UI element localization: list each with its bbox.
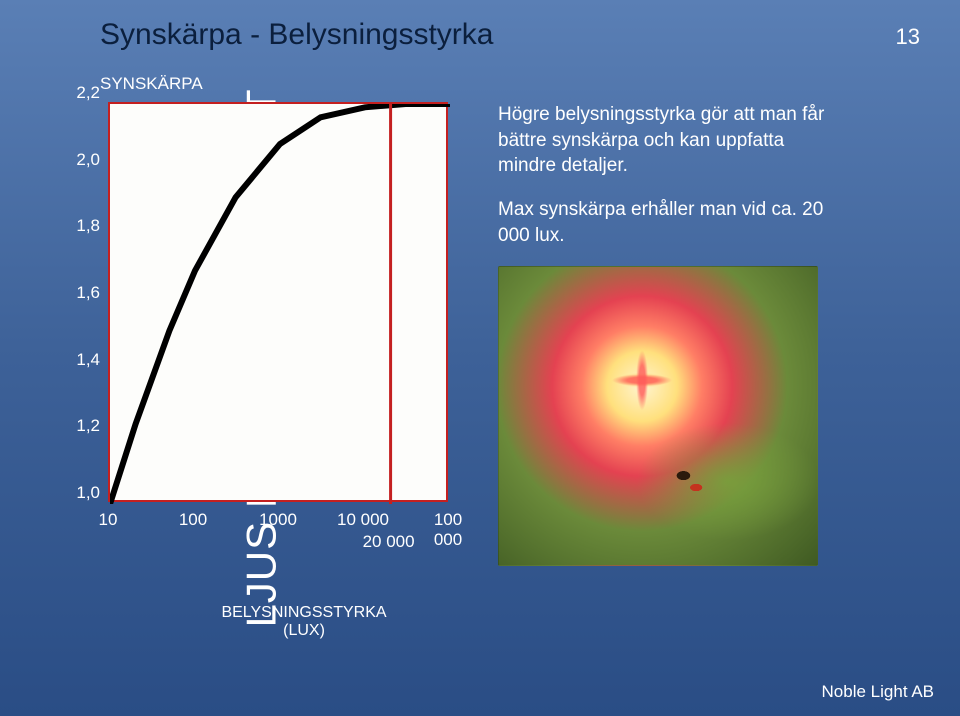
page-title: Synskärpa - Belysningsstyrka xyxy=(100,18,494,52)
x-ticks: 10100100010 000100 00020 000 xyxy=(108,510,474,558)
page-number: 13 xyxy=(896,24,920,50)
right-column: Högre belysningsstyrka gör att man får b… xyxy=(498,102,838,566)
y-ticks: 2,22,01,81,61,41,21,0 xyxy=(100,102,108,502)
x-label-line: BELYSNINGSSTYRKA xyxy=(134,604,474,622)
header-row: Synskärpa - Belysningsstyrka 13 xyxy=(100,18,940,52)
x-label-line: (LUX) xyxy=(134,622,474,640)
paragraph-2: Max synskärpa erhåller man vid ca. 20 00… xyxy=(498,197,838,248)
main-row: 2,22,01,81,61,41,21,0 10 100 1000 10 000 100… xyxy=(100,102,940,640)
y-axis-title: SYNSKÄRPA xyxy=(100,74,940,94)
x-tick-label: 1000 xyxy=(259,510,297,530)
x-ticks-row: 10 100 1000 10 000 100 000 20 000 xyxy=(100,510,474,558)
chart-plot xyxy=(108,102,448,502)
chart-wrap: 2,22,01,81,61,41,21,0 xyxy=(100,102,474,502)
chart-column: 2,22,01,81,61,41,21,0 10 100 1000 10 000 100… xyxy=(100,102,474,640)
paragraph-1: Högre belysningsstyrka gör att man får b… xyxy=(498,102,838,179)
x-tick-label: 100 xyxy=(179,510,207,530)
content-area: Synskärpa - Belysningsstyrka 13 SYNSKÄRP… xyxy=(100,18,940,698)
x-tick-label: 20 000 xyxy=(363,532,415,552)
footer-brand: Noble Light AB xyxy=(822,682,934,702)
x-tick-label: 100 000 xyxy=(434,510,462,550)
x-tick-label: 10 xyxy=(99,510,118,530)
x-tick-label: 10 000 xyxy=(337,510,389,530)
illustration-photo xyxy=(498,266,818,566)
curve-line xyxy=(110,104,450,504)
x-axis-label: BELYSNINGSSTYRKA(LUX) xyxy=(134,604,474,640)
